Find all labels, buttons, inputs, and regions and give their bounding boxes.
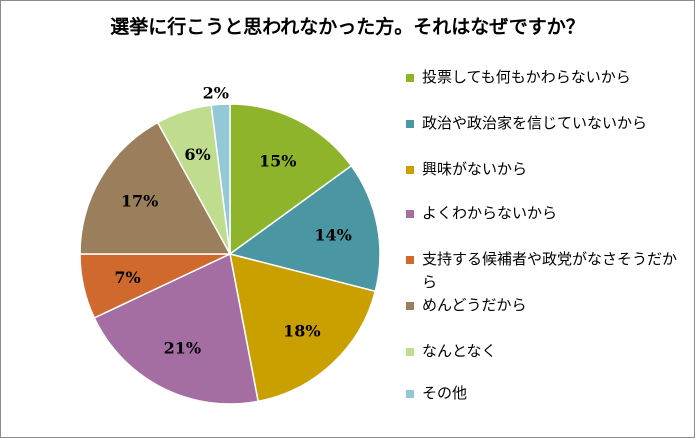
- pie-slice-3: [229, 252, 377, 403]
- pie-slice-2: [228, 164, 381, 293]
- legend-item-6: めんどうだから: [400, 294, 690, 317]
- slice-value-label-1: 15%: [259, 151, 296, 170]
- pie-slice-4: [93, 252, 259, 405]
- legend-swatch-8: [406, 390, 414, 398]
- legend-label-4: よくわからないから: [422, 204, 558, 222]
- legend-swatch-3: [406, 166, 414, 174]
- pie-slice-1: [229, 103, 353, 256]
- legend-swatch-5: [406, 256, 414, 264]
- legend-item-7: なんとなく: [400, 340, 690, 363]
- legend-label-1: 投票しても何もかわらないから: [422, 68, 631, 86]
- legend-item-2: 政治や政治家を信じていないから: [400, 112, 690, 135]
- slice-value-label-8: 2%: [203, 83, 229, 102]
- legend-item-1: 投票しても何もかわらないから: [400, 66, 690, 89]
- legend-item-5: 支持する候補者や政党がなさそうだから: [400, 248, 690, 294]
- legend-label-8: その他: [422, 384, 468, 402]
- slice-value-label-2: 14%: [314, 225, 351, 244]
- legend-label-6: めんどうだから: [422, 296, 527, 314]
- slice-value-label-4: 21%: [164, 339, 201, 358]
- legend-item-3: 興味がないから: [400, 158, 690, 181]
- slice-value-label-5: 7%: [114, 268, 140, 287]
- legend-label-3: 興味がないから: [422, 160, 528, 178]
- legend-swatch-1: [406, 74, 414, 82]
- legend-label-5: 支持する候補者や政党がなさそうだから: [422, 250, 678, 291]
- legend-swatch-4: [406, 210, 414, 218]
- slice-value-label-7: 6%: [184, 145, 210, 164]
- legend-label-7: なんとなく: [422, 342, 497, 360]
- chart-title: 選挙に行こうと思われなかった方。それはなぜですか？: [110, 16, 585, 38]
- legend-item-8: その他: [400, 382, 690, 405]
- legend-label-2: 政治や政治家を信じていないから: [422, 114, 648, 132]
- slice-value-label-3: 18%: [283, 322, 320, 341]
- pie-slice-6: [79, 121, 232, 255]
- legend-swatch-6: [406, 302, 414, 310]
- legend-swatch-2: [406, 120, 414, 128]
- pie-slice-8: [210, 103, 231, 255]
- legend-item-4: よくわからないから: [400, 202, 690, 225]
- slice-value-label-6: 17%: [121, 192, 158, 211]
- legend-swatch-7: [406, 348, 414, 356]
